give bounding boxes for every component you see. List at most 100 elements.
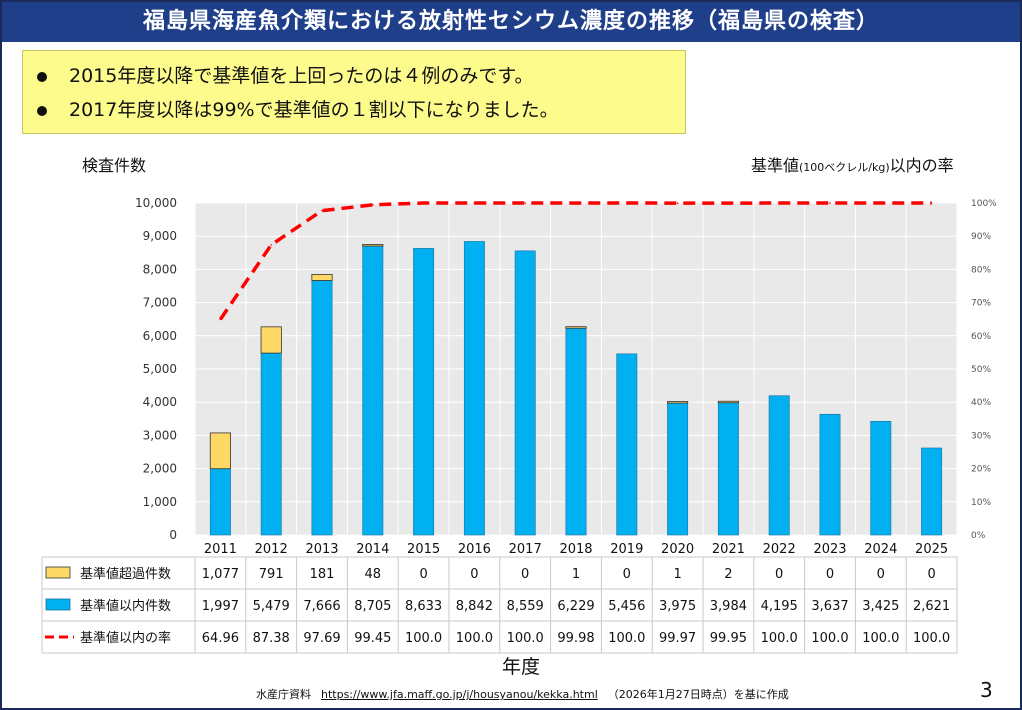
bar-within-2022 (768, 395, 790, 536)
table-cell: 0 (775, 567, 783, 582)
table-cell: 791 (259, 567, 284, 582)
bar-exceed-2012 (260, 326, 282, 354)
bar-exceed-2011 (209, 432, 231, 470)
source-note: 水産庁資料 https://www.jfa.maff.go.jp/j/housya… (256, 686, 789, 702)
rate-point-2024 (880, 202, 882, 204)
y-tick-label: 5,000 (143, 362, 177, 376)
x-tick-label: 2018 (559, 542, 592, 557)
table-cell: 1,997 (202, 599, 239, 614)
exceed-legend-key (45, 566, 71, 579)
bar-within-2011 (209, 468, 231, 536)
table-cell: 100.0 (456, 631, 493, 646)
right-axis-title: 基準値(100ベクレル/kg)以内の率 (751, 152, 954, 176)
table-cell: 99.95 (710, 631, 747, 646)
bar-within-2012 (260, 352, 282, 536)
rate-point-2016 (473, 202, 476, 204)
rate-point-2021 (727, 202, 730, 204)
bar-within-2023 (819, 413, 841, 536)
table-cell: 99.45 (354, 631, 391, 646)
y2-tick-label: 10% (971, 498, 991, 508)
table-cell: 99.97 (659, 631, 696, 646)
bar-exceed-2021 (717, 400, 739, 404)
bar-exceed-2014 (362, 244, 384, 247)
x-tick-label: 2020 (661, 542, 694, 557)
table-row-label: 基準値超過件数 (80, 566, 171, 582)
table-cell: 1 (572, 567, 580, 582)
table-cell: 87.38 (253, 631, 290, 646)
x-tick-label: 2014 (356, 542, 389, 557)
bar-within-2018 (565, 327, 587, 536)
table-cell: 0 (623, 567, 631, 582)
bar-within-2024 (870, 420, 892, 536)
summary-line-1: 2015年度以降で基準値を上回ったのは４例のみです。 (37, 61, 533, 88)
table-cell: 1,077 (202, 567, 239, 582)
summary-box: 2015年度以降で基準値を上回ったのは４例のみです。 2017年度以降は99%で… (22, 50, 686, 134)
x-tick-label: 2017 (509, 542, 542, 557)
bar-within-2019 (616, 353, 638, 536)
y2-tick-label: 50% (971, 365, 991, 375)
page-number: 3 (980, 678, 993, 702)
summary-text-1: 2015年度以降で基準値を上回ったのは４例のみです。 (69, 65, 534, 87)
table-cell: 0 (877, 567, 885, 582)
x-tick-label: 2024 (864, 542, 897, 557)
table-cell: 100.0 (862, 631, 899, 646)
x-tick-label: 2012 (255, 542, 288, 557)
y-tick-label: 4,000 (143, 395, 177, 409)
y-tick-label: 2,000 (143, 462, 177, 476)
rate-point-2017 (524, 202, 526, 204)
right-axis-title-unit: (100ベクレル/kg) (799, 161, 890, 174)
right-axis-title-suffix: 以内の率 (889, 156, 954, 175)
right-axis-title-main: 基準値 (751, 156, 800, 175)
rate-point-2014 (372, 204, 374, 206)
y-tick-label: 0 (169, 528, 177, 542)
rate-point-2015 (422, 202, 425, 204)
rate-point-2012 (270, 244, 273, 246)
summary-line-2: 2017年度以降は99%で基準値の１割以下になりました。 (37, 95, 559, 122)
bar-within-2021 (717, 402, 739, 536)
y2-tick-label: 20% (971, 465, 991, 475)
x-tick-label: 2011 (204, 542, 237, 557)
y2-tick-label: 100% (971, 199, 997, 209)
y2-tick-label: 70% (971, 299, 991, 309)
rate-point-2018 (575, 202, 577, 204)
y-tick-label: 1,000 (143, 495, 177, 509)
table-cell: 100.0 (913, 631, 950, 646)
source-prefix: 水産庁資料 (256, 688, 311, 701)
x-tick-label: 2022 (763, 542, 796, 557)
y2-tick-label: 0% (971, 531, 986, 541)
source-suffix: （2026年1月27日時点）を基に作成 (607, 688, 789, 701)
x-tick-label: 2021 (712, 542, 745, 557)
rate-point-2023 (829, 202, 831, 204)
bullet-icon (37, 71, 47, 82)
table-cell: 6,229 (557, 599, 594, 614)
y2-tick-label: 90% (971, 232, 991, 242)
table-cell: 2 (724, 567, 732, 582)
bar-within-2016 (463, 241, 485, 536)
slide-title: 福島県海産魚介類における放射性セシウム濃度の推移（福島県の検査） (2, 2, 1020, 42)
table-row-label: 基準値以内件数 (80, 598, 171, 614)
table-cell: 64.96 (202, 631, 239, 646)
table-cell: 0 (826, 567, 834, 582)
bar-within-2025 (921, 447, 943, 536)
bar-exceed-2013 (311, 274, 333, 281)
x-tick-label: 2025 (915, 542, 948, 557)
table-cell: 8,559 (507, 599, 544, 614)
x-tick-label: 2019 (610, 542, 643, 557)
left-axis-title: 検査件数 (82, 156, 147, 175)
x-tick-label: 2016 (458, 542, 491, 557)
table-cell: 100.0 (405, 631, 442, 646)
bar-within-2017 (514, 250, 536, 536)
rate-point-2020 (676, 202, 679, 204)
y-tick-label: 6,000 (143, 329, 177, 343)
table-cell: 1 (673, 567, 681, 582)
bar-exceed-2020 (667, 401, 689, 404)
table-cell: 2,621 (913, 599, 950, 614)
table-cell: 0 (470, 567, 478, 582)
table-cell: 100.0 (507, 631, 544, 646)
within-legend-key (45, 598, 71, 611)
table-cell: 0 (521, 567, 529, 582)
source-url[interactable]: https://www.jfa.maff.go.jp/j/housyanou/k… (321, 688, 598, 701)
table-cell: 100.0 (761, 631, 798, 646)
